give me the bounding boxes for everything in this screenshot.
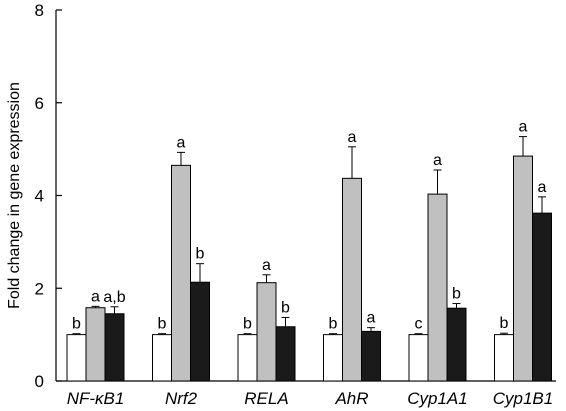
y-axis-label: Fold change in gene expression [6,82,23,309]
bar [171,164,191,382]
significance-label: a [262,257,271,274]
bar [190,281,210,382]
category-label: NF-κB1 [67,389,125,408]
y-tick-label: 4 [35,187,44,206]
significance-label: b [196,246,205,263]
bar [256,282,277,382]
bar [494,334,514,382]
category-label: Cyp1A1 [407,389,467,408]
y-tick-label: 8 [35,1,44,20]
category-label: Cyp1B1 [493,389,553,408]
significance-label: a [91,288,100,305]
bar [275,326,296,382]
significance-label: a [177,134,186,151]
category-labels: NF-κB1 Nrf2 RELA AhR Cyp1A1 Cyp1B1 [67,389,554,408]
category-label: AhR [334,389,368,408]
significance-label: b [329,316,338,333]
significance-label: b [72,316,81,333]
bar [323,334,343,382]
significance-label: a [538,179,547,196]
significance-label: a [367,310,376,327]
bar [152,334,172,382]
bar [513,155,533,382]
significance-label: a,b [103,289,125,306]
significance-label: a [348,129,357,146]
significance-label: a [433,152,442,169]
significance-label: c [415,316,423,333]
significance-label: b [500,315,509,332]
y-tick-label: 6 [35,94,44,113]
category-label: Nrf2 [165,389,198,408]
y-tick-label: 2 [35,279,44,298]
significance-label: b [158,316,167,333]
bar [532,212,552,382]
bar [427,193,448,382]
significance-label: b [452,286,461,303]
significance-label: b [281,299,290,316]
bar [342,177,362,382]
bar [237,334,258,382]
bar [408,334,429,382]
y-axis: 0 2 4 6 8 [35,1,556,391]
y-tick-label: 0 [35,372,44,391]
significance-label: b [243,316,252,333]
bar [446,307,467,382]
bar [66,334,87,382]
bar [85,307,106,382]
significance-label: a [519,119,528,136]
bar [361,330,381,382]
category-label: RELA [244,389,288,408]
bar [104,313,125,382]
